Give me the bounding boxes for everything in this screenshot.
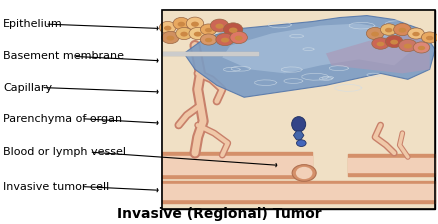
Ellipse shape	[235, 36, 243, 41]
Ellipse shape	[205, 28, 212, 32]
Ellipse shape	[210, 19, 229, 32]
Ellipse shape	[178, 22, 185, 27]
Ellipse shape	[408, 28, 424, 39]
Text: Blood or lymph vessel: Blood or lymph vessel	[3, 147, 126, 157]
Ellipse shape	[399, 28, 406, 32]
Ellipse shape	[164, 26, 171, 31]
Ellipse shape	[159, 22, 176, 34]
Text: Capillary: Capillary	[3, 82, 52, 93]
Polygon shape	[184, 16, 435, 97]
Text: Invasive (Regional) Tumor: Invasive (Regional) Tumor	[117, 207, 321, 221]
Polygon shape	[293, 131, 304, 140]
Ellipse shape	[191, 22, 199, 27]
Ellipse shape	[173, 17, 190, 30]
Ellipse shape	[292, 117, 306, 132]
Ellipse shape	[166, 36, 174, 41]
Ellipse shape	[418, 46, 425, 50]
Ellipse shape	[176, 27, 192, 40]
Ellipse shape	[162, 31, 179, 44]
Ellipse shape	[366, 27, 384, 40]
Ellipse shape	[223, 23, 243, 36]
Ellipse shape	[390, 40, 398, 45]
Ellipse shape	[421, 32, 438, 43]
Ellipse shape	[230, 31, 247, 44]
Polygon shape	[222, 24, 413, 73]
FancyBboxPatch shape	[162, 10, 435, 209]
Text: Parenchyma of organ: Parenchyma of organ	[3, 114, 122, 124]
Ellipse shape	[404, 44, 412, 49]
Ellipse shape	[216, 33, 234, 46]
Ellipse shape	[296, 167, 312, 179]
Ellipse shape	[377, 42, 385, 46]
Ellipse shape	[215, 24, 224, 29]
Ellipse shape	[194, 32, 201, 37]
Ellipse shape	[399, 39, 417, 52]
Ellipse shape	[413, 42, 430, 53]
Ellipse shape	[292, 165, 316, 181]
Ellipse shape	[412, 32, 420, 36]
Polygon shape	[326, 34, 430, 73]
Text: Basement membrane: Basement membrane	[3, 51, 124, 61]
FancyBboxPatch shape	[162, 10, 435, 209]
Ellipse shape	[189, 27, 206, 40]
Ellipse shape	[229, 28, 237, 33]
Ellipse shape	[180, 32, 188, 37]
Ellipse shape	[385, 35, 403, 47]
Ellipse shape	[426, 36, 433, 40]
Ellipse shape	[205, 38, 212, 42]
Ellipse shape	[297, 140, 306, 146]
Ellipse shape	[200, 34, 217, 45]
Text: Epithelium: Epithelium	[3, 19, 63, 29]
Ellipse shape	[200, 24, 217, 35]
Ellipse shape	[394, 23, 411, 36]
Text: Invasive tumor cell: Invasive tumor cell	[3, 182, 109, 192]
Ellipse shape	[186, 17, 204, 30]
Ellipse shape	[385, 28, 392, 32]
Ellipse shape	[381, 24, 397, 35]
Ellipse shape	[371, 32, 379, 37]
Ellipse shape	[372, 38, 389, 49]
Ellipse shape	[221, 38, 229, 43]
